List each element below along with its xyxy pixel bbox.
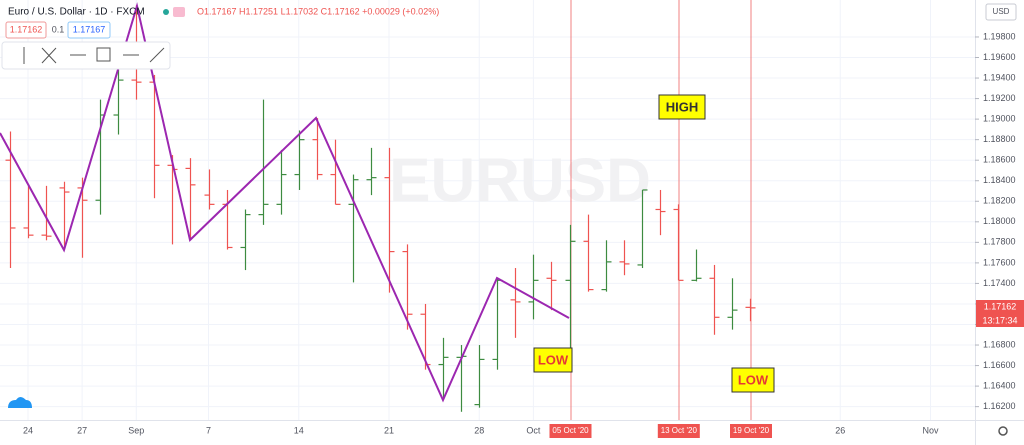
countdown-box <box>976 314 1024 327</box>
annotation-box <box>658 94 706 120</box>
y-tick-label: 1.16600 <box>983 360 1016 370</box>
status-dot <box>163 9 169 15</box>
y-tick-label: 1.19400 <box>983 72 1016 82</box>
x-tick-label: 7 <box>206 425 211 435</box>
sell-box[interactable] <box>5 21 47 39</box>
spread: 0.1 <box>52 24 65 34</box>
x-tick-label: 26 <box>835 425 845 435</box>
axis: 1.162001.164001.166001.168001.170001.172… <box>23 31 1016 438</box>
x-tick-label: 28 <box>474 425 484 435</box>
y-tick-label: 1.18600 <box>983 155 1016 165</box>
y-tick-label: 1.17600 <box>983 257 1016 267</box>
x-tick-label: 14 <box>294 425 304 435</box>
tool-cross[interactable] <box>41 47 57 64</box>
y-tick-label: 1.19200 <box>983 93 1016 103</box>
x-tick-label: 21 <box>384 425 394 435</box>
settings-gear[interactable] <box>998 426 1008 436</box>
y-tick-label: 1.17400 <box>983 278 1016 288</box>
x-tick-label: Nov <box>922 425 939 435</box>
currency[interactable]: USD <box>993 7 1010 16</box>
y-tick-label: 1.19800 <box>983 31 1016 41</box>
currency-box[interactable] <box>985 3 1017 21</box>
y-tick-label: 1.16800 <box>983 339 1016 349</box>
y-tick-label: 1.19600 <box>983 52 1016 62</box>
y-tick-label: 1.17800 <box>983 237 1016 247</box>
annotation-box <box>731 367 775 393</box>
buy-price[interactable]: 1.17167 <box>73 24 106 34</box>
x-tick-label: 27 <box>77 425 87 435</box>
annotation-box <box>533 347 573 373</box>
tool-rectangle[interactable] <box>96 47 111 62</box>
x-tick-label: 24 <box>23 425 33 435</box>
y-tick-label: 1.18800 <box>983 134 1016 144</box>
grid <box>0 0 975 420</box>
date-marker-box <box>549 424 592 438</box>
y-tick-label: 1.16400 <box>983 380 1016 390</box>
x-tick-label: 19 Oct '20 <box>733 426 770 435</box>
bars <box>5 5 756 412</box>
y-tick-label: 1.18000 <box>983 216 1016 226</box>
x-tick-label: 13 Oct '20 <box>661 426 698 435</box>
zigzag-drawing <box>0 2 570 403</box>
x-tick-label: Sep <box>128 425 144 435</box>
ohlc-legend: O1.17167 H1.17251 L1.17032 C1.17162 +0.0… <box>197 6 439 16</box>
y-tick-label: 1.19000 <box>983 113 1016 123</box>
last-price-box <box>976 300 1024 314</box>
y-tick-label: 1.16200 <box>983 401 1016 411</box>
symbol-title[interactable]: Euro / U.S. Dollar · 1D · FXCM <box>8 7 145 18</box>
date-marker-box <box>657 424 700 438</box>
status-icon <box>173 7 185 17</box>
y-tick-label: 1.18200 <box>983 196 1016 206</box>
drawing-toolbar <box>1 41 171 70</box>
buy-box[interactable] <box>67 21 111 39</box>
last-price: 1.17162 <box>984 301 1017 311</box>
date-marker-box <box>730 424 772 438</box>
tool-trend-line[interactable] <box>149 47 165 63</box>
y-tick-label: 1.18400 <box>983 175 1016 185</box>
annotation: HIGH <box>666 99 699 114</box>
x-tick-label: 05 Oct '20 <box>552 426 589 435</box>
annotation: LOW <box>738 372 769 387</box>
x-tick-label: Oct <box>526 425 541 435</box>
logo[interactable] <box>8 397 32 408</box>
annotation: LOW <box>538 352 569 367</box>
watermark: EURUSD <box>389 146 651 215</box>
sell-price[interactable]: 1.17162 <box>10 24 43 34</box>
countdown: 13:17:34 <box>982 315 1017 325</box>
